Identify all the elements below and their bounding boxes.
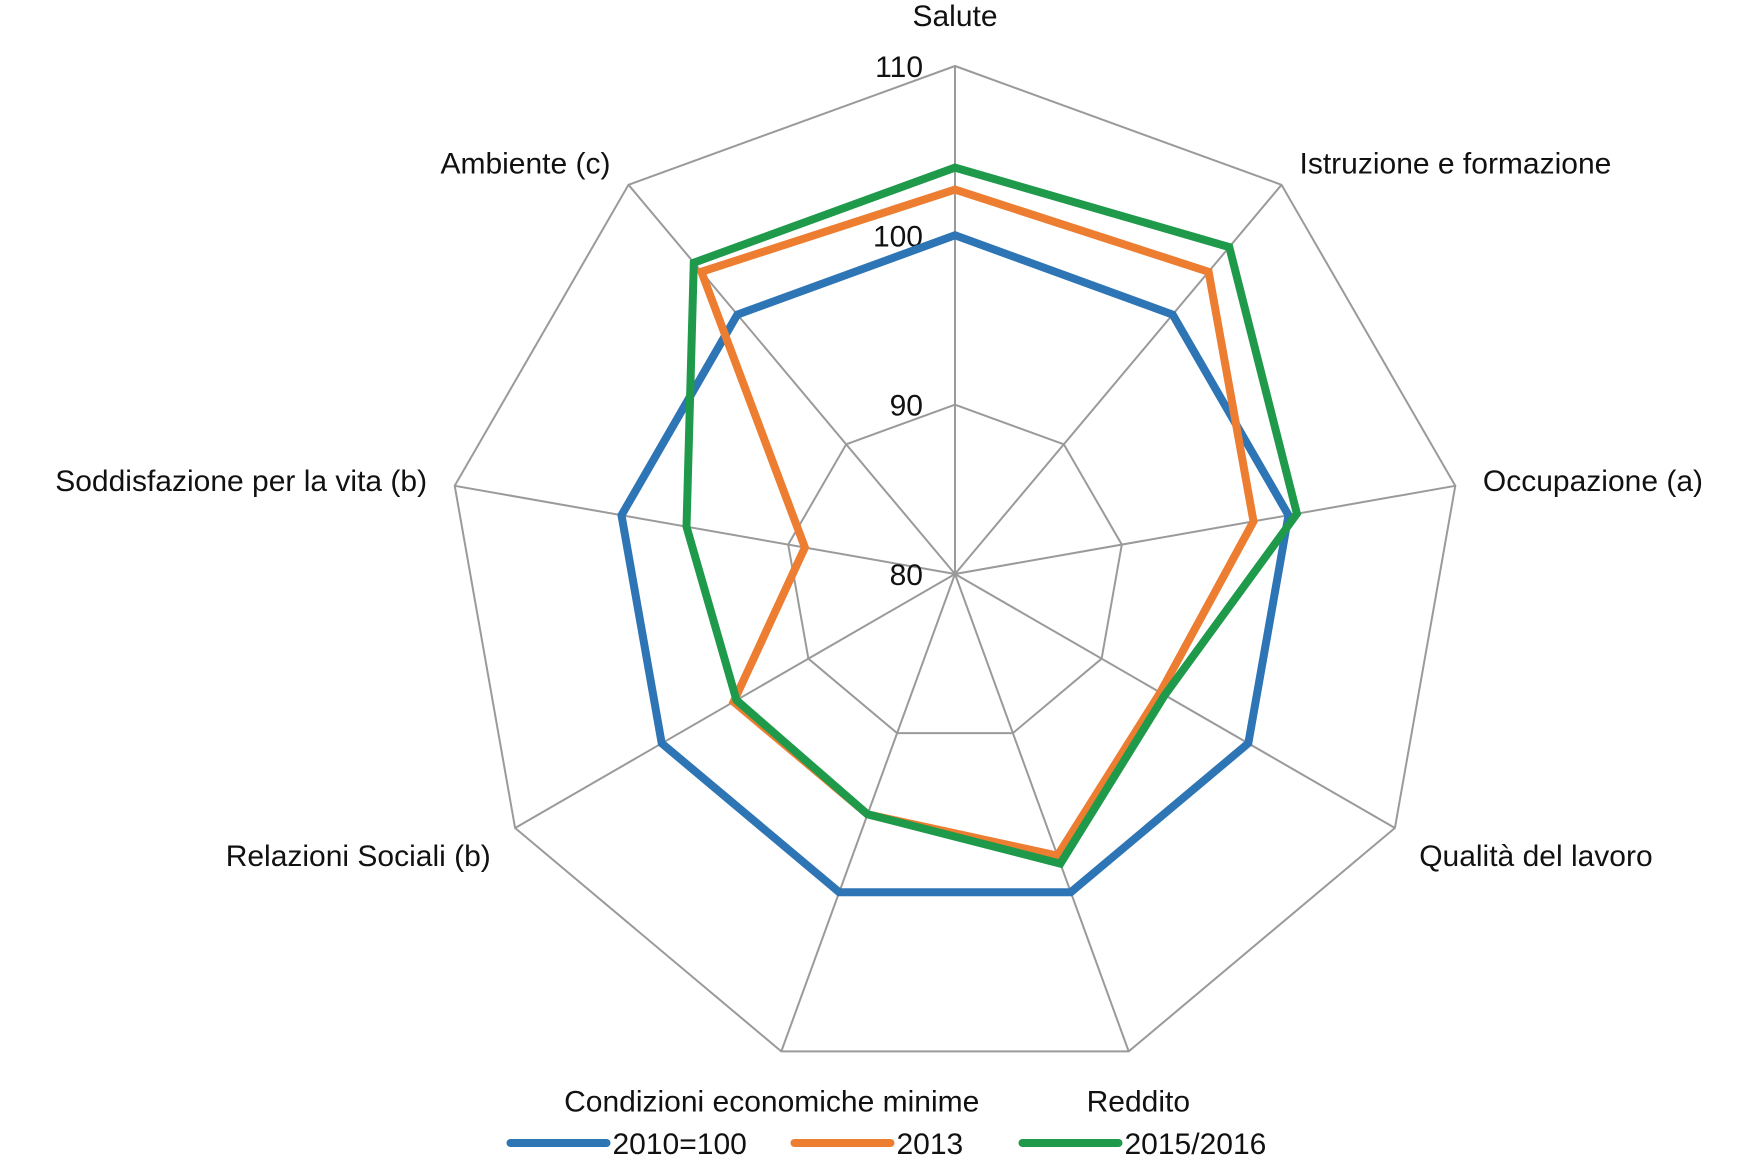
tick-label-90: 90 xyxy=(890,390,923,423)
tick-label-80: 80 xyxy=(890,559,923,592)
axis-label-5: Condizioni economiche minime xyxy=(564,1086,979,1119)
series-line-2 xyxy=(682,163,1302,869)
axis-label-3: Qualità del lavoro xyxy=(1419,840,1652,873)
axis-labels: Salute Istruzione e formazione Occupazione… xyxy=(55,0,1703,1119)
axis-label-1: Istruzione e formazione xyxy=(1300,147,1612,180)
spoke-2 xyxy=(954,484,1456,575)
legend-label-2: 2015/2016 xyxy=(1125,1128,1267,1161)
axis-label-7: Soddisfazione per la vita (b) xyxy=(55,465,427,498)
legend-label-1: 2013 xyxy=(897,1128,964,1161)
legend: 2010=100 2013 2015/2016 xyxy=(506,1128,1267,1161)
grid-ring-110 xyxy=(453,64,1457,1053)
spoke-3 xyxy=(954,573,1396,829)
spoke-7 xyxy=(454,484,956,575)
axis-label-2: Occupazione (a) xyxy=(1483,465,1703,498)
data-series xyxy=(617,163,1302,897)
axis-label-4: Reddito xyxy=(1087,1086,1190,1119)
axis-label-6: Relazioni Sociali (b) xyxy=(226,840,491,873)
series-line-1 xyxy=(696,185,1258,861)
spoke-4 xyxy=(954,573,1130,1052)
grid-ring-90 xyxy=(787,403,1123,735)
axis-label-0: Salute xyxy=(912,0,997,33)
legend-label-0: 2010=100 xyxy=(613,1128,747,1161)
radar-grid xyxy=(453,64,1457,1053)
spoke-8 xyxy=(627,184,956,575)
tick-label-110: 110 xyxy=(875,51,923,84)
axis-label-8: Ambiente (c) xyxy=(440,147,610,180)
